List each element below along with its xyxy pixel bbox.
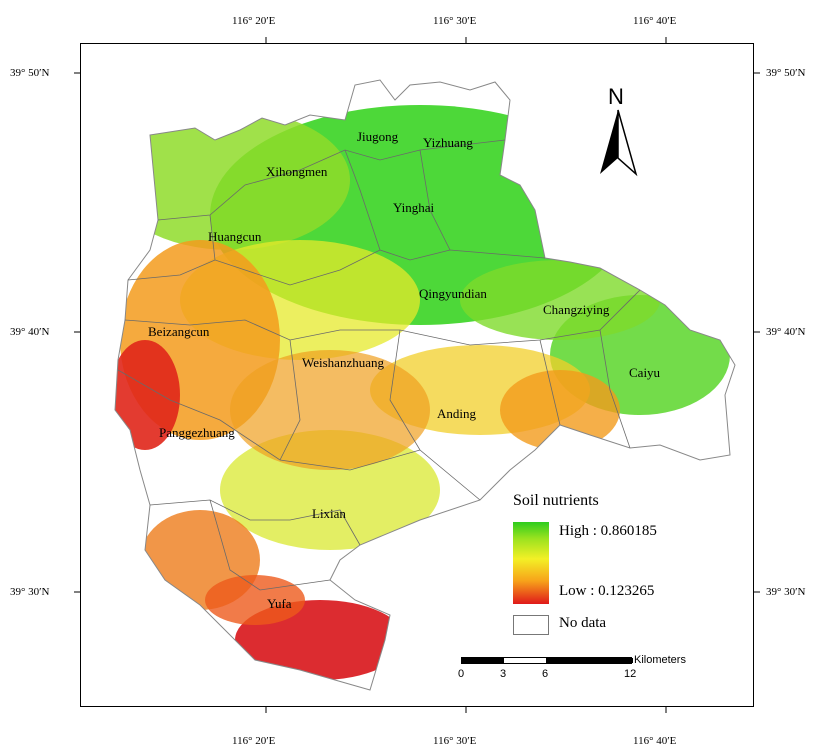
town-label-changziying: Changziying	[543, 302, 610, 317]
town-label-yizhuang: Yizhuang	[423, 135, 473, 150]
coord-bottom-3: 116° 40′E	[633, 735, 677, 747]
scale-unit: Kilometers	[634, 654, 686, 666]
town-label-beizangcun: Beizangcun	[148, 324, 210, 339]
town-label-xihongmen: Xihongmen	[266, 164, 328, 179]
scale-tick-12: 12	[624, 668, 637, 680]
scale-segment-2	[504, 658, 546, 663]
legend-high-label: High : 0.860185	[559, 523, 657, 539]
town-label-jiugong: Jiugong	[357, 129, 399, 144]
coord-bottom-2: 116° 30′E	[433, 735, 477, 747]
scale-segment-1	[462, 658, 504, 663]
scale-bar	[461, 657, 633, 664]
district-boundary	[114, 79, 736, 691]
town-label-anding: Anding	[437, 406, 476, 421]
coord-left-2: 39° 40′N	[10, 326, 50, 338]
town-label-caiyu: Caiyu	[629, 365, 661, 380]
town-label-yufa: Yufa	[267, 596, 292, 611]
township-boundaries	[117, 139, 641, 591]
coord-right-3: 39° 30′N	[766, 586, 806, 598]
coord-bottom-1: 116° 20′E	[232, 735, 276, 747]
legend-title: Soil nutrients	[513, 492, 599, 509]
north-arrow-icon	[600, 109, 638, 177]
scale-segment-3	[546, 658, 633, 663]
town-label-yinghai: Yinghai	[393, 200, 435, 215]
town-label-panggezhuang: Panggezhuang	[159, 425, 235, 440]
scale-tick-6: 6	[542, 668, 549, 680]
town-label-qingyundian: Qingyundian	[419, 286, 487, 301]
coord-left-3: 39° 30′N	[10, 586, 50, 598]
legend-low-label: Low : 0.123265	[559, 583, 655, 599]
nutrient-surface	[115, 80, 735, 690]
coord-right-2: 39° 40′N	[766, 326, 806, 338]
scale-tick-3: 3	[500, 668, 507, 680]
coord-top-3: 116° 40′E	[633, 15, 677, 27]
north-label: N	[608, 84, 624, 109]
town-label-huangcun: Huangcun	[208, 229, 262, 244]
coord-left-1: 39° 50′N	[10, 67, 50, 79]
legend-color-ramp	[513, 522, 549, 604]
coord-top-1: 116° 20′E	[232, 15, 276, 27]
legend-nodata-swatch	[513, 615, 549, 635]
town-label-lixian: Lixian	[312, 506, 346, 521]
coord-right-1: 39° 50′N	[766, 67, 806, 79]
scale-tick-0: 0	[458, 668, 465, 680]
coord-top-2: 116° 30′E	[433, 15, 477, 27]
town-label-weishanzhuang: Weishanzhuang	[302, 355, 384, 370]
legend-nodata-label: No data	[559, 615, 607, 631]
